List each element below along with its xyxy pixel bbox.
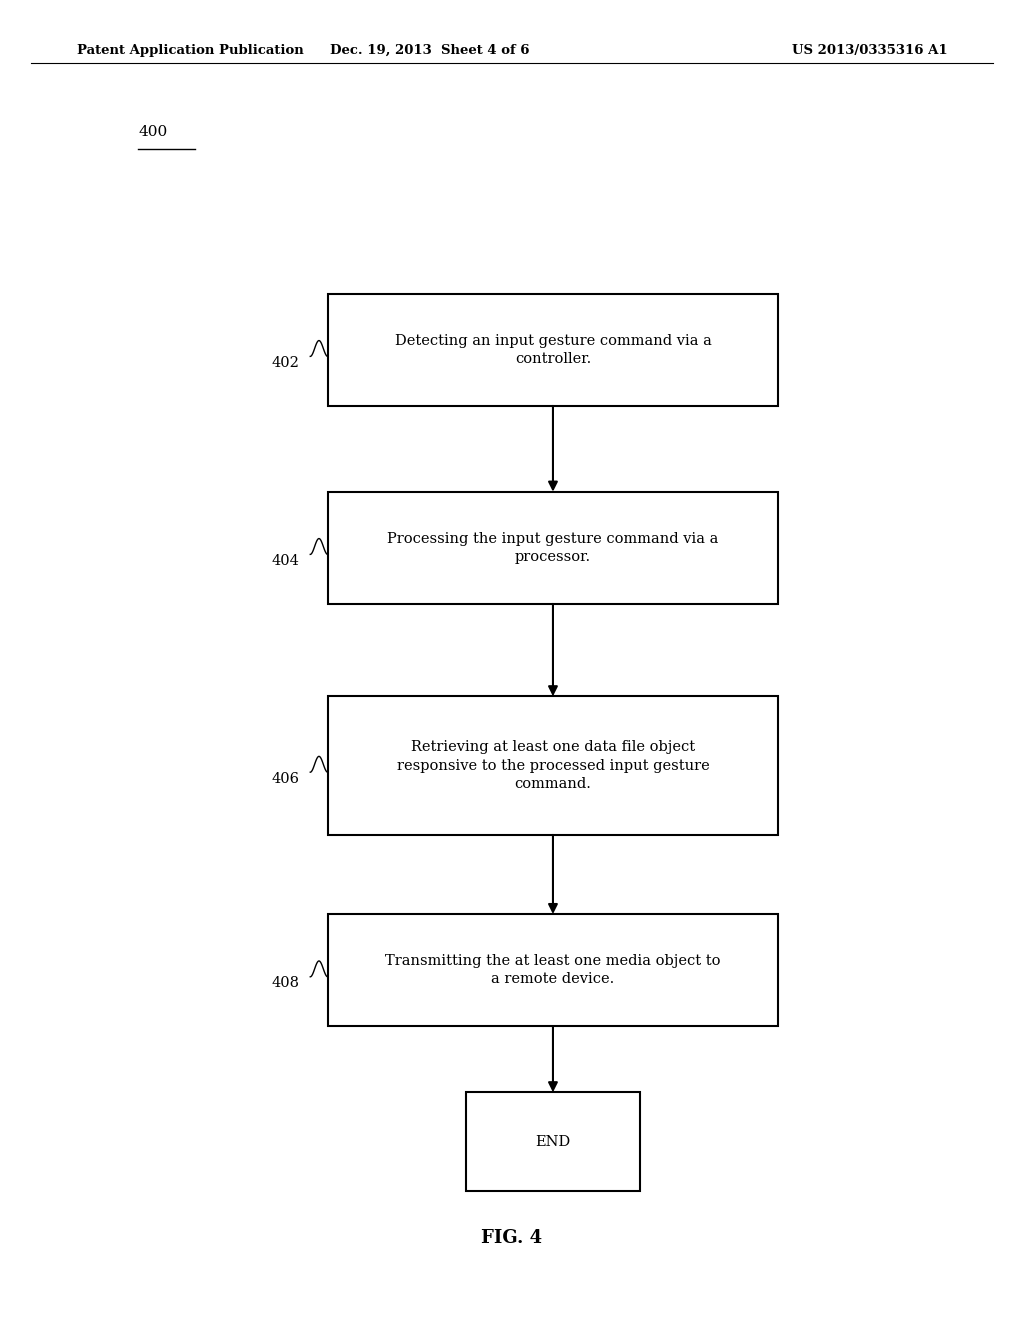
Text: 408: 408	[271, 977, 299, 990]
Text: 400: 400	[138, 125, 168, 140]
Text: FIG. 4: FIG. 4	[481, 1229, 543, 1247]
Text: 402: 402	[271, 356, 299, 370]
Text: 404: 404	[271, 554, 299, 568]
Text: Dec. 19, 2013  Sheet 4 of 6: Dec. 19, 2013 Sheet 4 of 6	[331, 44, 529, 57]
Bar	[466, 1093, 640, 1191]
Text: 406: 406	[271, 772, 299, 785]
Text: Processing the input gesture command via a
processor.: Processing the input gesture command via…	[387, 532, 719, 564]
Text: END: END	[536, 1135, 570, 1148]
Bar	[328, 913, 778, 1027]
Text: Transmitting the at least one media object to
a remote device.: Transmitting the at least one media obje…	[385, 954, 721, 986]
Bar	[328, 697, 778, 836]
Bar	[328, 492, 778, 605]
Text: Patent Application Publication: Patent Application Publication	[77, 44, 303, 57]
Bar	[328, 294, 778, 407]
Text: Retrieving at least one data file object
responsive to the processed input gestu: Retrieving at least one data file object…	[396, 741, 710, 791]
Text: US 2013/0335316 A1: US 2013/0335316 A1	[792, 44, 947, 57]
Text: Detecting an input gesture command via a
controller.: Detecting an input gesture command via a…	[394, 334, 712, 366]
